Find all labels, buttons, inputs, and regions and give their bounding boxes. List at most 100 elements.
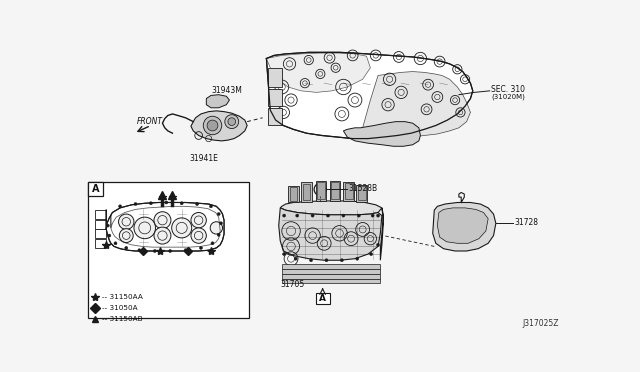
Bar — [95, 240, 106, 248]
Polygon shape — [363, 71, 470, 139]
Bar — [356, 185, 367, 202]
Circle shape — [108, 234, 111, 237]
Circle shape — [228, 118, 236, 125]
Circle shape — [217, 233, 220, 236]
Circle shape — [317, 186, 323, 192]
Polygon shape — [280, 201, 382, 215]
Bar — [345, 183, 353, 199]
Circle shape — [154, 212, 171, 229]
Polygon shape — [437, 208, 488, 243]
Bar — [331, 183, 339, 199]
Circle shape — [200, 246, 202, 250]
Polygon shape — [266, 53, 371, 92]
Text: SEC. 310: SEC. 310 — [492, 85, 525, 94]
Circle shape — [118, 214, 134, 230]
Circle shape — [149, 202, 152, 205]
Circle shape — [125, 246, 128, 250]
Text: A: A — [319, 294, 326, 303]
Circle shape — [207, 120, 218, 131]
Polygon shape — [344, 122, 420, 146]
Text: 31943M: 31943M — [211, 86, 242, 95]
Circle shape — [119, 229, 133, 243]
Bar — [289, 187, 297, 201]
Circle shape — [134, 202, 137, 206]
Circle shape — [220, 222, 223, 225]
Bar — [95, 230, 106, 238]
Bar — [95, 220, 106, 229]
Circle shape — [154, 227, 171, 244]
Circle shape — [283, 253, 285, 256]
Circle shape — [211, 242, 214, 245]
Text: -- 31050A: -- 31050A — [102, 305, 137, 311]
Circle shape — [357, 214, 360, 217]
Circle shape — [325, 259, 328, 262]
Circle shape — [184, 249, 187, 252]
Circle shape — [356, 257, 359, 260]
Polygon shape — [191, 111, 247, 141]
Circle shape — [371, 214, 374, 217]
Circle shape — [106, 224, 109, 227]
Circle shape — [209, 205, 212, 208]
Bar — [358, 186, 365, 200]
Circle shape — [283, 214, 285, 217]
Bar — [282, 269, 380, 274]
Circle shape — [310, 259, 312, 262]
Bar — [95, 210, 106, 219]
Text: 31941E: 31941E — [189, 154, 218, 163]
Polygon shape — [206, 95, 230, 108]
Bar — [288, 186, 299, 202]
Bar — [282, 264, 380, 269]
Bar — [282, 274, 380, 279]
Circle shape — [153, 250, 156, 253]
Circle shape — [311, 214, 314, 217]
Circle shape — [114, 242, 117, 245]
Polygon shape — [433, 202, 496, 251]
Circle shape — [342, 214, 345, 217]
Circle shape — [164, 201, 168, 204]
Bar — [316, 181, 326, 201]
Circle shape — [196, 202, 198, 206]
Circle shape — [118, 205, 122, 208]
Bar — [303, 184, 310, 200]
Text: -- 31150AA: -- 31150AA — [102, 294, 143, 300]
Circle shape — [369, 253, 372, 256]
Bar — [88, 182, 103, 196]
Bar — [330, 181, 340, 201]
Text: J317025Z: J317025Z — [522, 319, 559, 328]
Circle shape — [168, 250, 172, 253]
Circle shape — [326, 214, 330, 217]
Circle shape — [191, 212, 206, 228]
Text: FRONT: FRONT — [137, 117, 163, 126]
Circle shape — [204, 116, 221, 135]
Bar — [88, 182, 250, 318]
Text: 31728: 31728 — [515, 218, 538, 227]
Circle shape — [376, 214, 380, 217]
Circle shape — [180, 202, 183, 205]
Text: 31705: 31705 — [280, 280, 305, 289]
Text: -- 31150AB: -- 31150AB — [102, 316, 142, 322]
Circle shape — [191, 228, 206, 243]
Bar — [268, 108, 282, 125]
Circle shape — [340, 259, 344, 262]
Bar — [268, 68, 282, 87]
Bar — [301, 183, 312, 202]
Circle shape — [172, 218, 192, 238]
Bar — [317, 183, 325, 199]
Text: (31020M): (31020M) — [492, 94, 525, 100]
Circle shape — [210, 222, 223, 234]
Polygon shape — [106, 202, 224, 251]
Polygon shape — [279, 208, 382, 260]
Circle shape — [134, 217, 156, 239]
Circle shape — [296, 214, 299, 217]
Text: A: A — [92, 184, 99, 194]
Circle shape — [138, 249, 141, 252]
Bar — [268, 89, 282, 106]
Bar — [282, 279, 380, 283]
Circle shape — [225, 115, 239, 129]
Circle shape — [376, 243, 380, 246]
Circle shape — [217, 212, 220, 216]
Polygon shape — [266, 52, 473, 139]
Polygon shape — [380, 208, 383, 260]
Circle shape — [294, 257, 297, 260]
Bar — [344, 182, 354, 201]
